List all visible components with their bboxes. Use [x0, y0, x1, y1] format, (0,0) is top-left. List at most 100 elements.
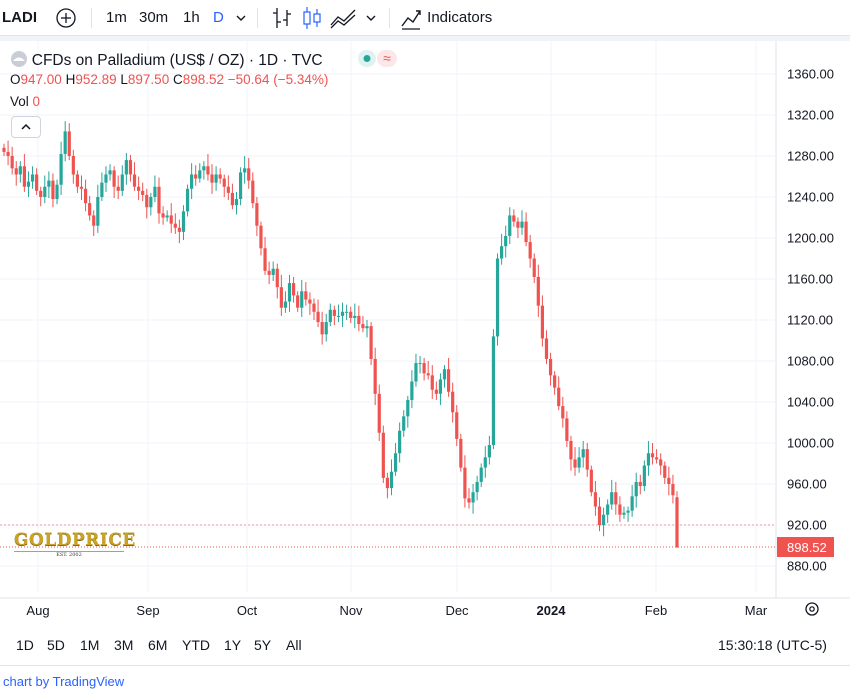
tradingview-link[interactable]: chart by TradingView [3, 674, 125, 689]
range-1m[interactable]: 1M [80, 637, 100, 653]
approx-icon: ≈ [383, 50, 391, 66]
candle [238, 167, 243, 206]
candle-body [467, 498, 471, 503]
candle-body [646, 453, 651, 466]
candle-body [614, 492, 618, 505]
range-ytd[interactable]: YTD [182, 637, 210, 653]
candle [373, 347, 377, 406]
candle [557, 376, 561, 411]
range-5d[interactable]: 5D [47, 637, 65, 653]
candle [194, 165, 198, 186]
y-tick-label: 1360.00 [787, 67, 834, 82]
candle-style-button[interactable] [300, 0, 324, 36]
candle [234, 191, 239, 215]
style-dropdown[interactable] [363, 0, 379, 36]
candle-body [59, 153, 63, 185]
toolbar-divider [257, 8, 258, 28]
interval-dropdown[interactable] [233, 0, 249, 36]
candle-body [585, 449, 589, 470]
range-all[interactable]: All [286, 637, 302, 653]
range-5y[interactable]: 5Y [254, 637, 272, 653]
market-status-badge[interactable] [358, 50, 376, 67]
candle-body [455, 412, 459, 439]
candle-body [214, 174, 218, 183]
candle-body [63, 131, 67, 154]
candle [243, 156, 247, 184]
candle [532, 253, 536, 284]
candle-body [259, 225, 263, 249]
candle-body [426, 373, 430, 376]
delay-badge[interactable]: ≈ [377, 50, 397, 67]
candle-body [659, 459, 663, 466]
y-tick-label: 1200.00 [787, 231, 834, 246]
candle-body [463, 467, 467, 499]
candle-body [96, 197, 100, 226]
interval-30m[interactable]: 30m [139, 9, 169, 26]
interval-1d[interactable]: D [213, 9, 224, 26]
candle [267, 261, 271, 285]
interval-1m[interactable]: 1m [106, 9, 127, 26]
candle [430, 365, 434, 399]
range-bar: 1D 5D 1M 3M 6M YTD 1Y 5Y All 15:30:18 (U… [0, 630, 850, 662]
open-value: 947.00 [20, 72, 62, 87]
candle [226, 175, 230, 201]
range-1y[interactable]: 1Y [224, 637, 242, 653]
candle [332, 305, 336, 326]
price-chart[interactable]: 1360.00 1320.00 1280.00 1240.00 1200.00 1160.… [0, 41, 850, 621]
candle [512, 209, 516, 227]
candle-body [128, 160, 133, 175]
candle-body [597, 506, 602, 525]
candle-body [324, 322, 328, 335]
candle [398, 422, 402, 463]
candle [22, 153, 26, 192]
y-tick-label: 1280.00 [787, 149, 834, 164]
candle-body [553, 375, 557, 388]
candle-body [177, 227, 181, 232]
candle-body [663, 465, 667, 478]
candle [100, 172, 104, 202]
toolbar-divider [389, 8, 390, 28]
range-6m[interactable]: 6M [148, 637, 168, 653]
candle [508, 207, 512, 245]
candle [324, 313, 328, 342]
range-3m[interactable]: 3M [114, 637, 134, 653]
candle-body [655, 457, 659, 460]
x-tick-label: Nov [339, 603, 363, 618]
clock[interactable]: 15:30:18 (UTC-5) [718, 637, 827, 653]
candle-body [10, 156, 14, 169]
candle [451, 382, 455, 423]
candle-body [540, 305, 544, 339]
candle-body [495, 258, 500, 337]
candle-body [451, 391, 455, 413]
candle-body [577, 457, 581, 468]
candle [51, 173, 55, 208]
candle-body [332, 309, 336, 316]
candle-body [251, 180, 255, 204]
candle [597, 497, 602, 532]
candle [120, 165, 124, 196]
candle [369, 322, 373, 366]
chevron-down-icon [366, 15, 376, 21]
candle [137, 176, 141, 201]
add-symbol-button[interactable] [46, 0, 86, 36]
candle [259, 221, 263, 256]
candle-body [430, 375, 434, 390]
legend-collapse-button[interactable] [11, 116, 41, 138]
interval-1h[interactable]: 1h [183, 9, 200, 26]
indicators-button[interactable]: Indicators [399, 0, 492, 36]
candle [10, 146, 14, 175]
y-tick-label: 920.00 [787, 518, 827, 533]
candle-body [675, 497, 679, 548]
candle-body [434, 389, 438, 394]
candle [650, 443, 655, 465]
candle [328, 303, 332, 327]
candle [161, 206, 165, 225]
symbol-label[interactable]: LADI [2, 9, 37, 26]
candle [112, 166, 116, 199]
bar-style-button[interactable] [270, 0, 294, 36]
candle [671, 474, 675, 504]
x-tick-label: Oct [237, 603, 258, 618]
range-1d[interactable]: 1D [16, 637, 34, 653]
area-style-button[interactable] [329, 0, 357, 36]
x-tick-label: Aug [26, 603, 49, 618]
